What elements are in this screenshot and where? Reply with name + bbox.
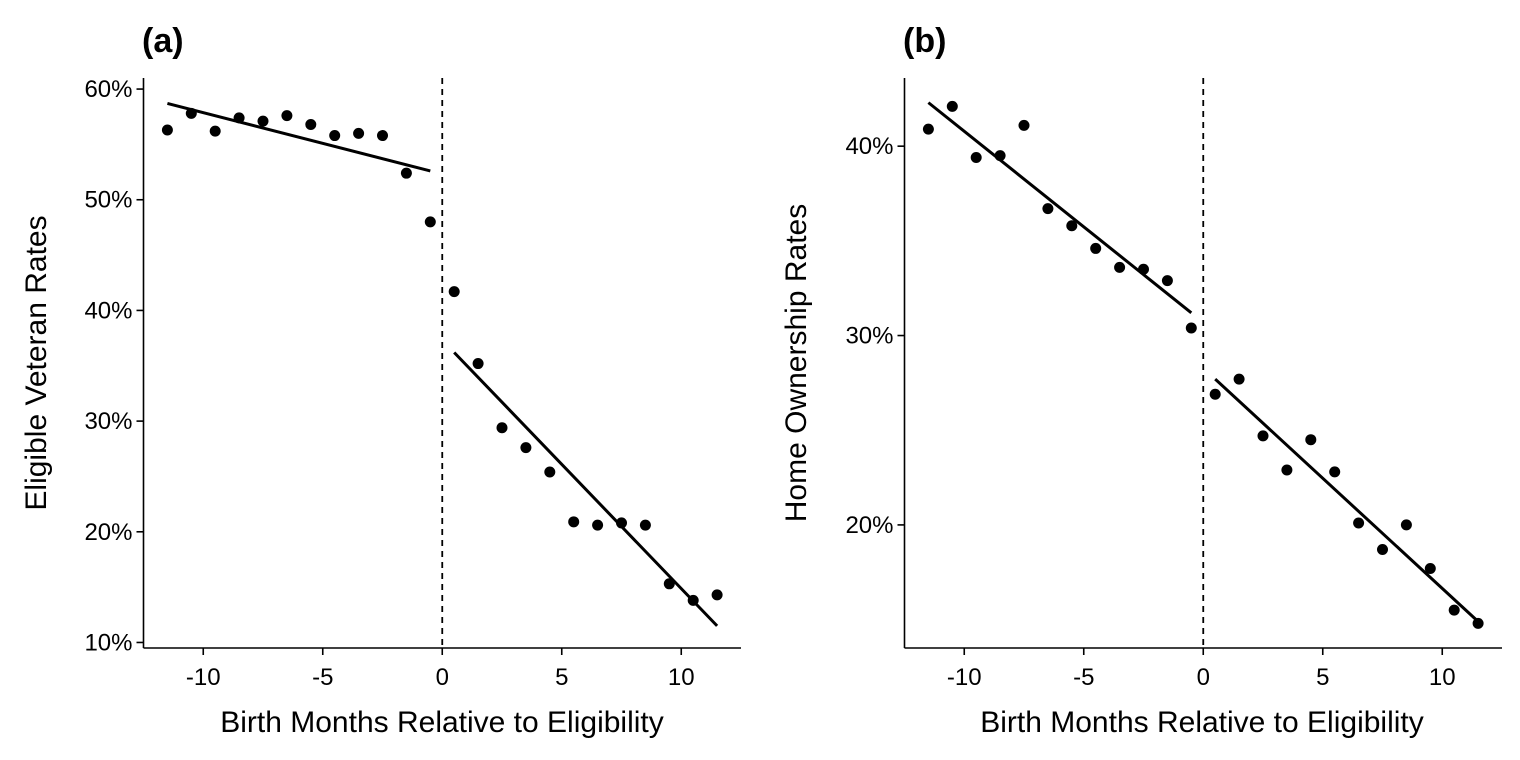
panel-a-data-point [233,112,245,124]
panel-a-fit-line [167,102,431,173]
panel-a-x-tick-label: 5 [555,664,568,691]
panel-b-data-point [1114,261,1126,273]
panel-a-data-point [305,118,317,130]
panel-b-data-point [1042,203,1054,215]
panel-a-data-point [544,466,556,478]
panel-b-y-axis-title: Home Ownership Rates [780,204,813,522]
panel-b-data-point [1305,434,1317,446]
panel-a-data-point [281,110,293,122]
panel-a-data-point [377,130,388,142]
panel-b-data-point [1066,220,1078,232]
panel-b-data-point [1400,519,1412,531]
panel-a-data-point [472,358,484,370]
panel-b-data-point [1090,242,1102,254]
panel-b-data-point [1377,544,1388,556]
panel-a-y-tick-label: 30% [84,408,132,435]
panel-b-x-tick-label: 0 [1197,664,1210,691]
panel-b-x-tick-label: 5 [1316,664,1329,691]
panel-b-data-point [1257,430,1269,442]
panel-b-data-point [1353,517,1365,529]
panel-a-data-point [496,422,508,434]
panel-a-x-tick-label: -10 [186,664,221,691]
panel-a-x-tick-label: 10 [668,664,695,691]
panel-b-label: (b) [903,22,946,60]
panel-a-data-point [592,519,604,531]
panel-b-data-point [1424,562,1436,574]
panel-a-data-point [353,127,365,139]
panel-b-y-tick-label: 40% [845,133,893,160]
panel-b-fit-lines [927,101,1480,623]
panel-a-data-point [616,517,627,529]
panel-a-data-point [209,125,221,137]
panel-a-label: (a) [142,22,184,60]
panel-a-ticks: 10% 20% 30% 40% 50% 60% -10 -5 0 5 10 [84,76,694,691]
panel-b-data-point [1329,466,1341,478]
panel-b-fit-line [927,101,1193,314]
panel-b-data-point [1233,373,1245,385]
panel-a-data-point [711,589,723,601]
panel-b-fit-line [1214,377,1480,623]
panel-b-y-tick-label: 30% [845,323,893,350]
panel-a-data-point [161,124,173,136]
panel-a-y-tick-label: 60% [84,76,132,103]
panel-b-data-point [946,100,958,112]
panel-b-data-point [1209,388,1221,400]
panel-a-y-axis-title: Eligible Veteran Rates [20,215,53,510]
panel-a-fit-line [453,351,719,627]
panel-a-data-point [663,578,675,590]
panel-b-x-tick-label: -10 [947,664,982,691]
panel-a-y-tick-label: 10% [84,629,132,656]
panel-b-points [922,100,1484,629]
panel-a-x-axis-title: Birth Months Relative to Eligibility [220,706,664,739]
panel-b-x-axis-title: Birth Months Relative to Eligibility [980,706,1424,739]
panel-b-data-point [1448,604,1460,616]
panel-b-ticks: 20% 30% 40% -10 -5 0 5 10 [845,133,1455,691]
panel-b-x-tick-label: -5 [1073,664,1094,691]
panel-a-data-point [400,167,412,179]
panel-a-x-tick-label: -5 [312,664,333,691]
panel-b-data-point [1472,617,1484,629]
panel-b-y-tick-label: 20% [845,512,893,539]
panel-a-data-point [448,286,460,298]
panel-a-points [161,107,723,606]
panel-b-data-point [994,150,1006,162]
panel-a-data-point [568,516,580,528]
panel-b-data-point [1138,263,1149,275]
panel-b-data-point [922,123,934,135]
panel-b-data-point [970,152,982,164]
panel-a-x-tick-label: 0 [436,664,449,691]
panel-b-data-point [1018,119,1030,131]
panel-a-data-point [424,216,436,228]
panel-a-data-point [520,442,532,454]
panel-b: (b) 20% 30% 40% -10 -5 0 5 10 Birth Months Rela… [780,22,1502,739]
panel-b-data-point [1161,275,1173,287]
panel-a-y-tick-label: 40% [84,297,132,324]
panel-a-y-tick-label: 50% [84,187,132,214]
panel-a-data-point [639,519,651,531]
panel-a: (a) 10% 20% 30% 40% 50% 60% -10 -5 0 5 10 Birth Mo… [20,22,741,739]
panel-b-data-point [1185,322,1197,334]
panel-a-data-point [687,594,699,606]
panel-b-x-tick-label: 10 [1429,664,1456,691]
panel-a-y-tick-label: 20% [84,519,132,546]
panel-a-data-point [257,115,269,127]
panel-b-data-point [1281,464,1293,476]
panel-a-data-point [329,130,341,142]
panel-a-data-point [185,107,197,119]
